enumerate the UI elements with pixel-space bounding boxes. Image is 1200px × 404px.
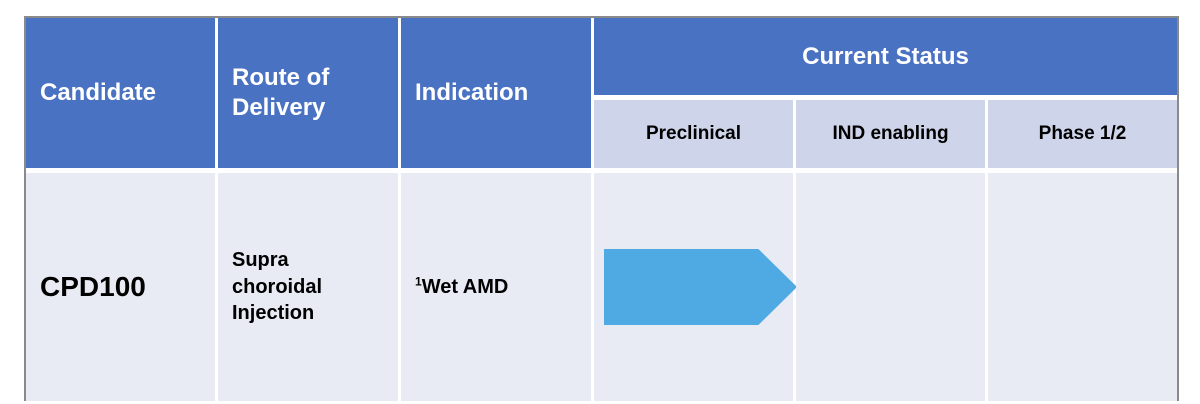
- column-header-route-of-delivery: Route of Delivery: [218, 18, 398, 168]
- indication-footnote-superscript: 1: [415, 274, 422, 289]
- column-header-candidate: Candidate: [26, 18, 215, 168]
- stage-header-preclinical: Preclinical: [594, 100, 793, 168]
- stage-cell-ind-enabling: [796, 173, 985, 401]
- column-header-current-status: Current Status: [594, 18, 1177, 95]
- stage-cell-preclinical: [594, 173, 797, 401]
- stage-header-ind-enabling: IND enabling: [796, 100, 985, 168]
- stage-cell-phase-1-2: [988, 173, 1177, 401]
- pipeline-grid: Candidate Route of Delivery Indication C…: [26, 18, 1177, 401]
- row-route-of-delivery: Supra choroidal Injection: [218, 173, 398, 401]
- stage-header-phase-1-2: Phase 1/2: [988, 100, 1177, 168]
- indication-text: Wet AMD: [421, 275, 509, 298]
- row-indication: 1Wet AMD: [401, 173, 591, 401]
- pipeline-table: Candidate Route of Delivery Indication C…: [24, 16, 1179, 401]
- status-progress-arrow: [604, 249, 797, 325]
- row-candidate-name: CPD100: [26, 173, 215, 401]
- column-header-indication: Indication: [401, 18, 591, 168]
